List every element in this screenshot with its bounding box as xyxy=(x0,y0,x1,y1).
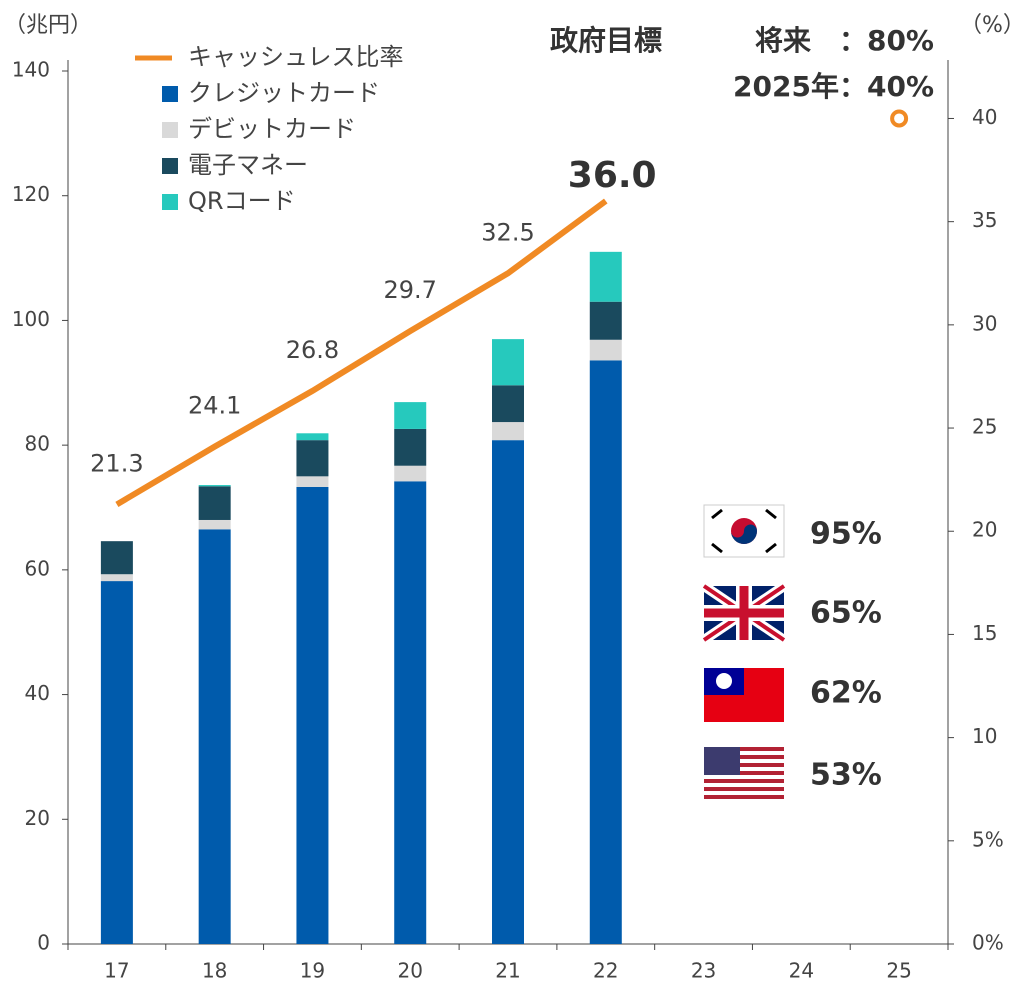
flag-taiwan xyxy=(704,668,784,722)
y2-tick-label: 10 xyxy=(972,724,997,748)
y2-axis-label: （%） xyxy=(960,13,1012,38)
bar-segment xyxy=(198,529,231,944)
bar-segment xyxy=(492,422,524,441)
legend-swatch xyxy=(162,86,178,102)
bar-segment xyxy=(589,339,622,361)
legend-label: デビットカード xyxy=(188,115,356,143)
bar-segment xyxy=(394,428,427,466)
flag-label: 62% xyxy=(810,676,882,711)
bar-segment xyxy=(100,541,133,575)
bar-segment xyxy=(492,385,524,423)
data-label: 24.1 xyxy=(188,392,241,420)
annotation: 2025年：40% xyxy=(733,70,934,103)
y2-tick-label: 20 xyxy=(972,518,997,542)
x-tick-label: 23 xyxy=(691,959,716,983)
bar-segment xyxy=(296,476,329,487)
bar-segment xyxy=(296,486,329,944)
flag-label: 65% xyxy=(810,596,882,631)
bar-segment xyxy=(589,251,622,302)
bar-segment xyxy=(589,301,622,340)
bar-segment xyxy=(589,360,622,944)
bar-segment xyxy=(198,486,231,520)
annotation: 将来 ：80% xyxy=(755,24,934,57)
y-tick-label: 120 xyxy=(12,182,50,206)
target-marker xyxy=(890,109,909,128)
annotation: 政府目標 xyxy=(550,24,662,57)
flag-uk xyxy=(701,581,787,645)
y-tick-label: 60 xyxy=(25,556,50,580)
data-label: 32.5 xyxy=(481,218,534,246)
legend-swatch xyxy=(162,194,178,210)
x-tick-label: 18 xyxy=(202,959,227,983)
flag-label: 95% xyxy=(810,517,882,552)
bar-segment xyxy=(394,402,427,429)
flag-label: 53% xyxy=(810,758,882,793)
y-tick-label: 100 xyxy=(12,307,50,331)
data-label: 29.7 xyxy=(384,276,437,304)
bar-segment xyxy=(394,465,427,482)
bar-segment xyxy=(492,440,524,944)
x-tick-label: 17 xyxy=(104,959,129,983)
legend-label: QRコード xyxy=(188,187,296,215)
flag-usa xyxy=(704,747,784,801)
line xyxy=(115,198,608,507)
bar-segment xyxy=(296,440,329,477)
y2-tick-label: 25 xyxy=(972,415,997,439)
bar-segment xyxy=(492,339,524,386)
y-axis-label: （兆円） xyxy=(4,13,92,38)
legend-label: 電子マネー xyxy=(188,151,308,179)
y2-tick-label: 0% xyxy=(972,931,1004,955)
data-label: 36.0 xyxy=(568,155,657,196)
x-tick-label: 24 xyxy=(789,959,814,983)
legend-label: キャッシュレス比率 xyxy=(188,43,404,71)
x-tick-label: 25 xyxy=(886,959,911,983)
x-tick-label: 20 xyxy=(397,959,422,983)
y2-tick-label: 5% xyxy=(972,827,1004,851)
y-tick-label: 0 xyxy=(37,931,50,955)
bar-segment xyxy=(198,519,231,530)
x-tick-label: 22 xyxy=(593,959,618,983)
bar-segment xyxy=(100,574,133,582)
x-tick-label: 21 xyxy=(495,959,520,983)
y-tick-label: 40 xyxy=(25,681,50,705)
data-label: 21.3 xyxy=(90,449,143,477)
y2-tick-label: 15 xyxy=(972,621,997,645)
y-tick-label: 80 xyxy=(25,432,50,456)
legend-label: クレジットカード xyxy=(188,79,380,107)
legend-swatch xyxy=(162,122,178,138)
flag-korea xyxy=(703,504,785,558)
bar-segment xyxy=(100,581,133,944)
y2-tick-label: 30 xyxy=(972,311,997,335)
y2-tick-label: 40 xyxy=(972,105,997,129)
x-tick-label: 19 xyxy=(300,959,325,983)
legend-swatch xyxy=(162,158,178,174)
y-tick-label: 20 xyxy=(25,806,50,830)
y-tick-label: 140 xyxy=(12,58,50,82)
data-label: 26.8 xyxy=(286,336,339,364)
y2-tick-label: 35 xyxy=(972,208,997,232)
bar-segment xyxy=(198,485,231,487)
bar-segment xyxy=(394,481,427,944)
bar-segment xyxy=(296,433,329,441)
